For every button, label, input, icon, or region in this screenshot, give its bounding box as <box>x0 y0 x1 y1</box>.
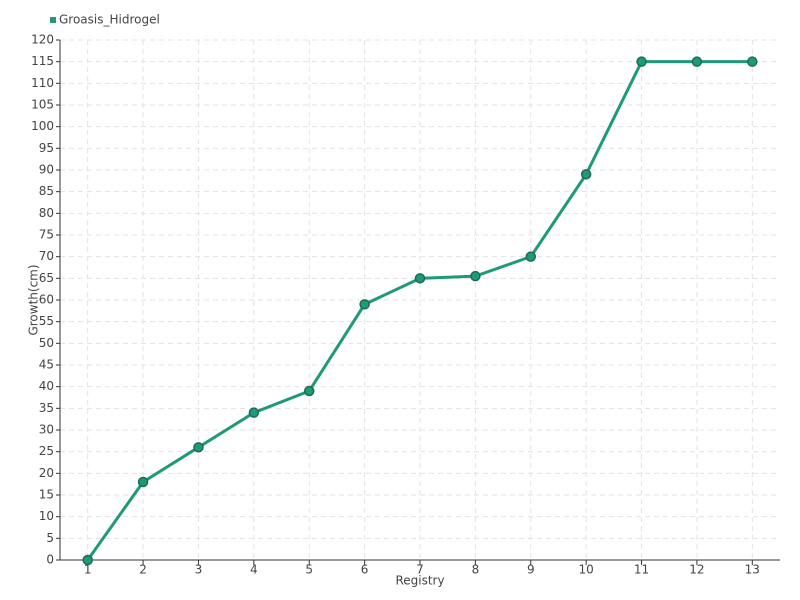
y-tick-label: 80 <box>39 206 54 220</box>
point <box>193 442 204 453</box>
y-tick-label: 55 <box>39 314 54 328</box>
point <box>636 56 647 67</box>
x-tick-label: 9 <box>527 563 535 577</box>
x-tick-label: 10 <box>579 563 594 577</box>
y-tick-label: 105 <box>31 98 54 112</box>
x-tick-label: 8 <box>472 563 480 577</box>
y-tick-label: 50 <box>39 336 54 350</box>
point <box>414 273 426 284</box>
y-tick-label: 45 <box>39 358 54 372</box>
point <box>580 169 592 180</box>
y-tick-label: 10 <box>39 509 54 523</box>
x-tick-label: 6 <box>361 563 369 577</box>
y-tick-label: 85 <box>39 184 54 198</box>
y-tick-label: 35 <box>39 401 54 415</box>
x-tick-label: 12 <box>689 563 704 577</box>
y-tick-label: 5 <box>46 531 54 545</box>
point <box>303 385 315 397</box>
y-tick-label: 75 <box>39 228 54 242</box>
y-tick-label: 115 <box>31 54 54 68</box>
y-tick-label: 30 <box>39 423 54 437</box>
y-tick-label: 60 <box>39 293 54 307</box>
point <box>470 270 481 282</box>
y-tick-label: 70 <box>39 249 54 263</box>
point <box>691 56 703 67</box>
y-tick-label: 65 <box>39 271 54 285</box>
y-tick-label: 15 <box>39 488 54 502</box>
x-tick-label: 11 <box>634 563 649 577</box>
y-tick-label: 95 <box>39 141 54 155</box>
y-tick-label: 0 <box>46 553 54 567</box>
y-tick-label: 120 <box>31 33 54 47</box>
y-tick-label: 110 <box>31 76 54 90</box>
x-axis-label: Registry <box>395 574 444 588</box>
x-tick-label: 7 <box>416 563 424 577</box>
y-axis-label: Growth(cm) <box>27 264 41 335</box>
x-tick-label: 3 <box>195 563 203 577</box>
point <box>137 476 149 488</box>
y-tick-label: 40 <box>39 379 54 393</box>
point <box>525 251 537 262</box>
legend-label: Groasis_Hidrogel <box>59 13 160 27</box>
x-tick-label: 5 <box>305 563 313 577</box>
y-tick-label: 20 <box>39 466 54 480</box>
y-tick-label: 90 <box>39 163 54 177</box>
x-tick-label: 13 <box>745 563 760 577</box>
x-tick-label: 4 <box>250 563 258 577</box>
point <box>248 407 260 418</box>
point <box>747 56 758 67</box>
point <box>82 554 93 566</box>
x-tick-label: 2 <box>139 563 147 577</box>
legend-marker <box>50 17 56 23</box>
x-tick-label: 1 <box>84 563 92 577</box>
point <box>359 299 370 310</box>
y-tick-label: 25 <box>39 444 54 458</box>
y-tick-label: 100 <box>31 119 54 133</box>
